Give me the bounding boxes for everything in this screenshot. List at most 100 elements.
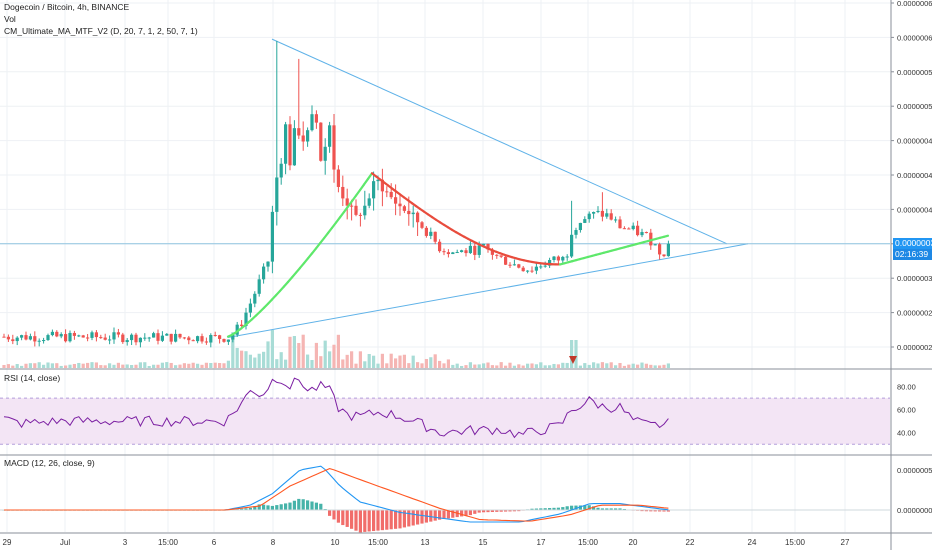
macd-histogram-bar-67 xyxy=(297,499,300,510)
volume-bar-27 xyxy=(121,365,124,368)
candle-body-1 xyxy=(7,337,10,340)
volume-bar-80 xyxy=(354,364,357,368)
macd-histogram-bar-70 xyxy=(310,501,313,510)
macd-histogram-bar-83 xyxy=(368,510,371,531)
candle-body-45 xyxy=(200,336,203,341)
candle-body-108 xyxy=(478,245,481,255)
countdown-tag: 02:16:39 xyxy=(893,249,932,260)
volume-bar-60 xyxy=(266,341,269,368)
macd-histogram-bar-94 xyxy=(416,510,419,525)
candle-body-9 xyxy=(42,340,45,341)
volume-bar-62 xyxy=(275,359,278,368)
candle-body-41 xyxy=(183,337,186,338)
macd-line xyxy=(4,466,668,522)
volume-bar-101 xyxy=(447,359,450,368)
candle-body-67 xyxy=(297,128,300,135)
candle-body-32 xyxy=(143,338,146,339)
candle-body-26 xyxy=(117,332,120,334)
candle-body-64 xyxy=(284,124,287,163)
candle-body-29 xyxy=(130,335,133,340)
macd-histogram-bar-74 xyxy=(328,510,331,516)
candle-body-101 xyxy=(447,252,450,254)
volume-bar-39 xyxy=(174,365,177,368)
candle-body-127 xyxy=(561,257,564,261)
volume-bar-19 xyxy=(86,363,89,368)
candle-body-115 xyxy=(508,265,511,266)
rsi-layer xyxy=(0,378,890,444)
ma-segment-109 xyxy=(664,236,668,237)
volume-bar-8 xyxy=(38,362,41,368)
volume-bar-133 xyxy=(588,365,591,368)
volume-bar-148 xyxy=(654,365,657,368)
candle-body-36 xyxy=(161,336,164,341)
volume-bar-144 xyxy=(636,365,639,368)
volume-bar-134 xyxy=(592,362,595,368)
macd-histogram-bar-77 xyxy=(341,510,344,525)
volume-bar-92 xyxy=(407,363,410,368)
time-tick-label-1: Jul xyxy=(60,538,70,547)
candle-body-47 xyxy=(209,335,212,343)
time-tick-label-5: 8 xyxy=(271,538,276,547)
volume-bar-35 xyxy=(156,365,159,368)
volume-bar-72 xyxy=(319,356,322,368)
candle-body-38 xyxy=(170,334,173,342)
macd-tick-label-1: 0.0000000 xyxy=(897,506,932,515)
candle-body-128 xyxy=(566,256,569,257)
candle-body-17 xyxy=(77,335,80,336)
candle-body-79 xyxy=(350,206,353,207)
macd-histogram-bar-59 xyxy=(262,505,265,510)
time-tick-label-10: 17 xyxy=(537,538,546,547)
rsi-tick-label-0: 80.00 xyxy=(897,383,916,392)
volume-bar-117 xyxy=(517,364,520,368)
volume-bar-9 xyxy=(42,365,45,368)
candle-body-123 xyxy=(544,266,547,267)
volume-bar-95 xyxy=(420,363,423,368)
candle-body-18 xyxy=(82,335,85,337)
macd-histogram-bar-78 xyxy=(346,510,349,527)
candle-body-54 xyxy=(240,325,243,326)
macd-histogram-bar-98 xyxy=(434,510,437,521)
candle-body-83 xyxy=(368,198,371,205)
candle-body-102 xyxy=(451,252,454,254)
volume-bar-100 xyxy=(442,363,445,368)
volume-bar-123 xyxy=(544,365,547,368)
candle-body-56 xyxy=(249,304,252,313)
volume-bar-129 xyxy=(570,340,573,368)
macd-histogram-bar-97 xyxy=(429,510,432,522)
volume-bar-63 xyxy=(280,352,283,368)
volume-bar-151 xyxy=(667,363,670,368)
candle-body-126 xyxy=(557,257,560,261)
candle-body-8 xyxy=(38,341,41,342)
macd-histogram-bar-63 xyxy=(280,504,283,510)
volume-bar-124 xyxy=(548,365,551,368)
candle-body-15 xyxy=(68,333,71,341)
macd-layer xyxy=(0,466,890,532)
volume-bar-118 xyxy=(522,366,525,368)
volume-bar-71 xyxy=(315,343,318,368)
candle-body-39 xyxy=(174,334,177,342)
volume-bar-64 xyxy=(284,360,287,368)
candle-body-19 xyxy=(86,337,89,338)
candle-body-121 xyxy=(535,267,538,271)
candle-body-142 xyxy=(627,228,630,229)
volume-bar-28 xyxy=(126,364,129,368)
candle-body-144 xyxy=(636,226,639,235)
candle-body-49 xyxy=(218,335,221,339)
candle-body-13 xyxy=(60,334,63,336)
candle-body-134 xyxy=(592,212,595,214)
candle-body-44 xyxy=(196,336,199,341)
candle-body-12 xyxy=(55,332,58,337)
volume-bar-121 xyxy=(535,364,538,368)
candle-body-60 xyxy=(266,262,269,267)
volume-bar-94 xyxy=(416,362,419,368)
volume-bar-20 xyxy=(90,362,93,368)
volume-bar-81 xyxy=(359,351,362,368)
volume-bar-102 xyxy=(451,365,454,368)
axes-layer: 0.000000640.000000600.000000560.00000052… xyxy=(3,0,932,547)
macd-histogram-bar-100 xyxy=(442,510,445,519)
volume-bar-53 xyxy=(236,348,239,368)
macd-histogram-bar-84 xyxy=(372,510,375,531)
macd-histogram-bar-75 xyxy=(332,510,335,519)
volume-bar-98 xyxy=(434,354,437,368)
